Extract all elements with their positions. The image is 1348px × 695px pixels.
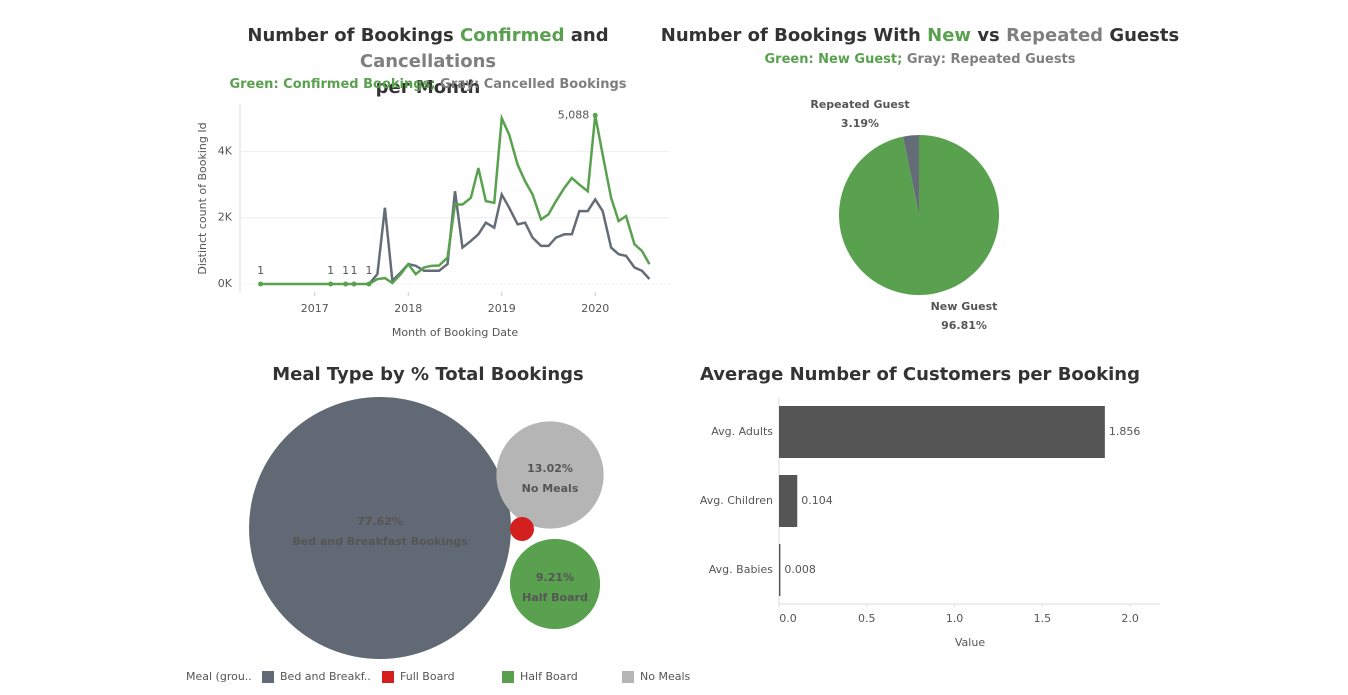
bar [779, 475, 798, 527]
x-axis-label: Month of Booking Date [392, 326, 518, 339]
x-tick-label: 2.0 [1121, 612, 1139, 625]
bubble [510, 517, 534, 541]
bubble [509, 538, 601, 630]
y-tick-label: 2K [218, 211, 233, 224]
pie-slice [903, 135, 919, 215]
point [592, 112, 598, 118]
slice-value: 3.19% [841, 117, 879, 130]
legend-swatch [502, 671, 514, 683]
bubble [249, 397, 511, 659]
x-tick-label: 0.5 [858, 612, 876, 625]
chart-subtitle: Green: Confirmed Bookings; Gray: Cancell… [178, 77, 678, 92]
category-label: Avg. Children [700, 494, 773, 507]
data-label: 1 [342, 264, 349, 277]
slice-label: New Guest [931, 300, 998, 313]
point [328, 281, 334, 287]
bubble-label: No Meals [522, 482, 579, 495]
chart-title: Number of Bookings Confirmed and Cancell… [178, 23, 678, 101]
data-label: 1.856 [1109, 425, 1141, 438]
point [366, 281, 372, 287]
title-part: Repeated [1006, 25, 1104, 46]
x-tick-label: 1.0 [946, 612, 964, 625]
point [343, 281, 349, 287]
y-axis-label: Distinct count of Booking Id [196, 122, 209, 274]
legend-swatch [262, 671, 274, 683]
subtitle-part: Green: New Guest; [764, 52, 903, 67]
title-part: Cancellations [359, 51, 497, 72]
y-tick-label: 4K [218, 144, 233, 157]
title-part: vs [977, 25, 1000, 46]
data-label: 0.008 [784, 563, 816, 576]
title-part: Number of Bookings [247, 25, 454, 46]
legend-label: Full Board [400, 670, 455, 683]
x-axis-label: Value [955, 636, 985, 649]
legend-label: Bed and Breakf.. [280, 670, 371, 683]
subtitle-part: Green: Confirmed Bookings; [229, 77, 436, 92]
bubble-value: 9.21% [536, 571, 574, 584]
point [258, 281, 264, 287]
legend-label: Half Board [520, 670, 578, 683]
bubble-value: 13.02% [527, 462, 573, 475]
chart-title: Meal Type by % Total Bookings [272, 364, 584, 385]
x-tick-label: 0.0 [779, 612, 797, 625]
bubble-label: Half Board [522, 591, 588, 604]
data-label: 1 [351, 264, 358, 277]
data-label: 1 [366, 264, 373, 277]
title-part: Number of Bookings With [660, 25, 921, 46]
category-label: Avg. Adults [711, 425, 773, 438]
bubble-value: 77.62% [357, 515, 403, 528]
data-label: 5,088 [558, 108, 590, 121]
chart-title: Average Number of Customers per Booking [699, 364, 1140, 385]
title-part: and [570, 25, 609, 46]
bubble [496, 421, 604, 529]
category-label: Avg. Babies [709, 563, 773, 576]
line [368, 191, 651, 285]
slice-label: Repeated Guest [810, 98, 909, 111]
title-part: New [927, 25, 972, 46]
bar [779, 544, 781, 596]
x-tick-label: 2020 [581, 302, 609, 315]
x-tick-label: 1.5 [1034, 612, 1052, 625]
point [351, 281, 357, 287]
data-label: 1 [257, 264, 264, 277]
title-part: Guests [1109, 25, 1180, 46]
data-label: 0.104 [801, 494, 833, 507]
x-tick-label: 2017 [301, 302, 329, 315]
legend-title: Meal (grou.. [186, 670, 252, 683]
line [260, 113, 651, 286]
chart-subtitle: Green: New Guest; Gray: Repeated Guests [660, 52, 1180, 67]
legend-swatch [622, 671, 634, 683]
legend-label: No Meals [640, 670, 691, 683]
title-part: per Month [375, 77, 481, 98]
x-tick-label: 2018 [394, 302, 422, 315]
bubble-label: Bed and Breakfast Bookings [292, 535, 468, 548]
bar [779, 406, 1105, 458]
legend-swatch [382, 671, 394, 683]
x-tick-label: 2019 [488, 302, 516, 315]
title-part: Confirmed [460, 25, 565, 46]
data-label: 1 [327, 264, 334, 277]
subtitle-part: Gray: Repeated Guests [906, 52, 1076, 67]
y-tick-label: 0K [218, 277, 233, 290]
subtitle-part: Gray: Cancelled Bookings [440, 77, 627, 92]
chart-title: Number of Bookings With New vs Repeated … [660, 23, 1180, 49]
slice-value: 96.81% [941, 319, 987, 332]
